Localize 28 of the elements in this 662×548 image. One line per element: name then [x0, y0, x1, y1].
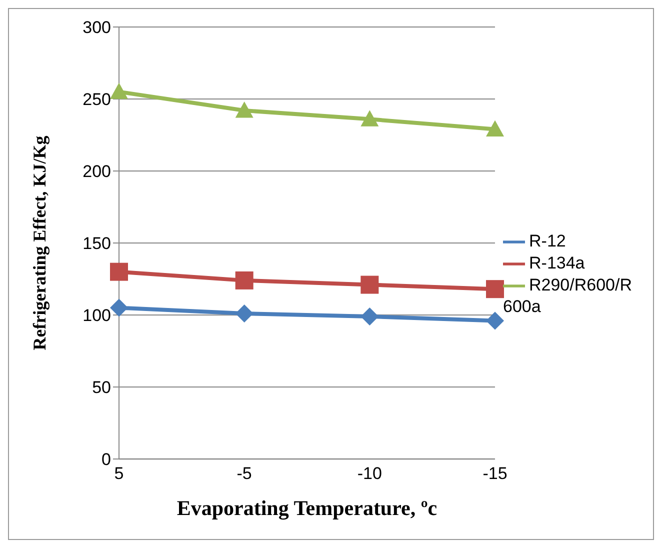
y-tick-label: 50 — [92, 378, 111, 398]
point — [360, 307, 379, 326]
point — [235, 102, 254, 118]
legend-label: R290/R600/R600a — [503, 275, 632, 316]
x-axis-title: Evaporating Temperature, ºc — [176, 496, 438, 520]
legend-label: R-134a — [529, 253, 585, 272]
point — [110, 262, 128, 281]
point — [486, 280, 504, 298]
x-tick-label: -10 — [357, 464, 382, 484]
point — [486, 312, 504, 330]
y-axis-title: Refrigerating Effect, KJ/Kg — [29, 136, 50, 350]
x-tick-label: -5 — [236, 464, 252, 484]
x-tick-label: -15 — [482, 464, 508, 484]
point — [110, 298, 128, 317]
y-tick-label: 250 — [82, 90, 111, 110]
y-tick-label: 200 — [82, 162, 111, 182]
point — [360, 276, 379, 294]
y-tick-label: 300 — [82, 18, 111, 38]
point — [235, 304, 254, 323]
x-tick-label: 5 — [114, 464, 124, 484]
legend-label: R-12 — [529, 231, 566, 250]
point — [486, 120, 504, 136]
point — [110, 82, 128, 99]
point — [235, 271, 254, 290]
y-tick-label: 100 — [82, 306, 111, 326]
y-tick-label: 0 — [102, 450, 111, 470]
point — [360, 110, 379, 126]
y-tick-label: 150 — [82, 234, 111, 254]
